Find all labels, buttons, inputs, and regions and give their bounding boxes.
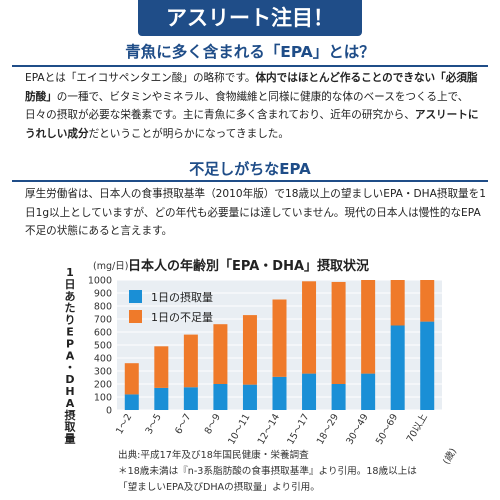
x-tick-label: 70以上 — [405, 412, 430, 445]
y-tick-label: 900 — [94, 289, 112, 300]
source-line-2: ＊18歳未満は『n-3系脂肪酸の食事摂取基準』より引用。18歳以上は — [118, 466, 417, 477]
x-tick-label: 18〜29 — [315, 412, 341, 447]
bar-intake — [331, 384, 346, 410]
para1-seg: アスリートにうれしい成分 — [25, 109, 479, 141]
bar-intake — [242, 384, 257, 410]
y-tick-label: 400 — [94, 354, 112, 365]
y-unit-label: (mg/日) — [93, 261, 128, 272]
y-tick-label: 800 — [94, 302, 112, 313]
bar-shortfall — [124, 363, 139, 395]
bar-shortfall — [361, 280, 376, 374]
section2-divider — [12, 180, 488, 182]
x-tick-label: 50〜69 — [374, 412, 400, 447]
y-axis-title-char: A — [66, 397, 75, 410]
bar-shortfall — [213, 324, 228, 384]
section1-title: 青魚に多く含まれる「EPA」とは？ — [125, 43, 375, 61]
source-line-1: 出典:平成17年及び18年国民健康・栄養調査 — [118, 450, 309, 461]
y-axis-title-char: 量 — [65, 433, 76, 446]
y-axis-title-char: り — [65, 314, 76, 327]
x-tick-label: 15〜17 — [285, 412, 311, 447]
y-axis-title-char: た — [65, 302, 76, 315]
x-tick-label: 12〜14 — [256, 412, 282, 447]
chart-title: 日本人の年齢別「EPA・DHA」摂取状況 — [128, 258, 369, 274]
para1-seg: だということが明らかになってきました。 — [88, 128, 289, 141]
para1-seg: の一種で、ビタミンやミネラル、食物繊維と同様に健康的な体のベースをつくる上で、日… — [25, 90, 469, 122]
y-axis-title-char: あ — [65, 290, 76, 303]
y-axis-title-char: 1 — [66, 266, 74, 279]
bar-chart: 01002003004005006007008009001000(mg/日)1日… — [65, 258, 460, 467]
header-banner: アスリート注目！ — [0, 0, 500, 36]
bar-intake — [272, 376, 287, 410]
chart-container: 0 100 200 300 400 500 600 700 800 900 1000 (mg/日) 1 日… — [0, 250, 500, 490]
y-axis-title-char: H — [65, 385, 74, 398]
y-tick-label: 700 — [94, 315, 112, 326]
bar-shortfall — [154, 346, 169, 388]
y-axis-title-char: 摂 — [65, 408, 76, 422]
y-tick-label: 0 — [106, 406, 112, 417]
section1-divider — [12, 65, 488, 67]
bar-intake — [361, 373, 376, 410]
x-tick-label: 6〜7 — [173, 412, 193, 436]
legend-swatch — [129, 310, 142, 323]
section2-paragraph: 厚生労働省は、日本人の食事摂取基準（2010年版）で18歳以上の望ましいEPA・… — [25, 188, 486, 238]
bar-shortfall — [242, 315, 257, 385]
para1-seg: EPAとは「エイコサペンタエン酸」の略称です。 — [25, 72, 256, 84]
x-tick-label: 10〜11 — [226, 412, 252, 447]
y-axis-title-char: P — [66, 337, 74, 350]
bar-shortfall — [302, 281, 317, 374]
bar-intake — [302, 373, 317, 410]
y-axis-title-char: 取 — [65, 421, 76, 434]
x-tick-label: 30〜49 — [344, 412, 370, 447]
bar-shortfall — [272, 299, 287, 377]
y-axis-title-char: ・ — [65, 361, 76, 374]
y-axis-title-char: 日 — [65, 278, 76, 291]
y-tick-label: 100 — [94, 393, 112, 404]
bar-intake — [390, 325, 405, 410]
y-axis-title-char: A — [66, 349, 75, 362]
bar-shortfall — [331, 281, 346, 384]
y-tick-label: 600 — [94, 328, 112, 339]
y-tick-label: 500 — [94, 341, 112, 352]
section1-paragraph: EPAとは「エイコサペンタエン酸」の略称です。体内ではほとんど作ることのできない… — [25, 69, 485, 144]
bar-shortfall — [390, 280, 405, 326]
y-axis-title-char: D — [65, 373, 74, 386]
source-line-3: 「望ましいEPA及びDHAの摂取量」より引用。 — [118, 482, 320, 493]
bar-shortfall — [183, 334, 198, 388]
x-tick-label: 1〜2 — [114, 412, 134, 436]
bar-intake — [420, 321, 435, 410]
bar-intake — [124, 394, 139, 410]
legend-label: 1日の摂取量 — [151, 290, 213, 304]
legend-swatch — [129, 290, 142, 303]
banner-title: アスリート注目！ — [166, 6, 334, 30]
y-axis-title-char: E — [66, 326, 74, 339]
y-tick-label: 1000 — [88, 276, 112, 287]
legend-label: 1日の不足量 — [151, 311, 213, 324]
bar-intake — [213, 384, 228, 410]
banner-box: アスリート注目！ — [138, 0, 362, 36]
x-tick-label: 8〜9 — [203, 412, 223, 436]
y-tick-label: 300 — [94, 367, 112, 378]
x-tick-label: 3〜5 — [144, 412, 164, 436]
para1-seg: 体内ではほとんど作ることのできない「必須脂肪酸」 — [25, 72, 478, 103]
bar-shortfall — [420, 280, 435, 322]
bar-intake — [154, 387, 169, 410]
bar-intake — [183, 387, 198, 410]
x-unit-label: (歳) — [440, 446, 459, 467]
y-tick-label: 200 — [94, 380, 112, 391]
section2-title: 不足しがちなEPA — [189, 160, 311, 178]
